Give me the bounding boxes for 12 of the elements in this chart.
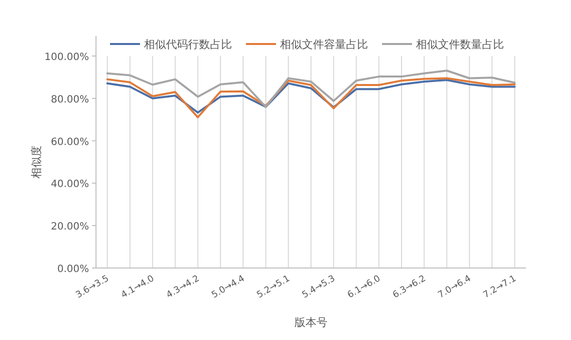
line-series: [106, 70, 516, 108]
y-tick-label: 80.00%: [50, 94, 89, 106]
legend-label: 相似代码行数占比: [144, 38, 232, 51]
y-tick-label: 20.00%: [50, 222, 89, 233]
y-tick-label: 40.00%: [50, 179, 89, 190]
y-axis-title: 相似度: [30, 146, 43, 178]
legend-label: 相似文件数量占比: [416, 38, 504, 51]
x-axis-title: 版本号: [294, 316, 328, 329]
y-tick-label: 60.00%: [50, 136, 89, 148]
legend-label: 相似文件容量占比: [280, 38, 368, 51]
y-tick-label: 0.00%: [57, 264, 89, 275]
y-tick-label: 100.00%: [44, 52, 89, 63]
